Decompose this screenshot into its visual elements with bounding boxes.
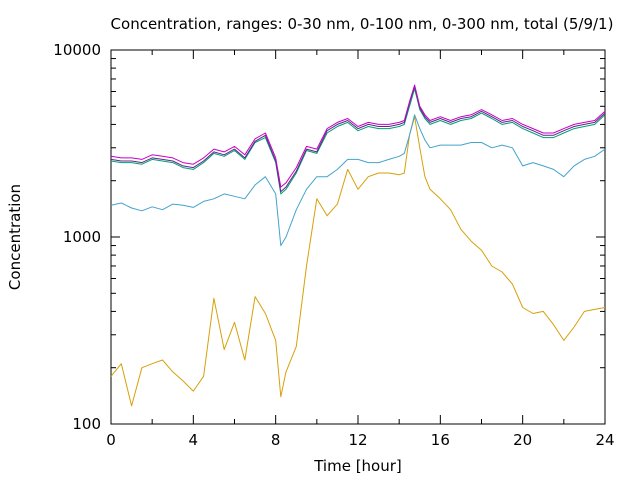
y-tick-label: 1000 [63,228,101,246]
ticks-layer [110,49,606,425]
series-line-1 [110,116,606,407]
x-tick-label: 4 [189,431,199,449]
series-line-5 [110,84,606,188]
plot-frame [110,49,606,425]
series-line-4 [110,85,606,193]
x-axis-label: Time [hour] [313,457,402,475]
y-tick-label: 100 [72,415,101,433]
series-line-2 [110,114,606,247]
series-line-3 [110,88,606,195]
x-tick-label: 8 [271,431,281,449]
x-tick-label: 16 [431,431,450,449]
y-tick-label: 10000 [53,41,101,59]
x-tick-label: 24 [595,431,614,449]
x-tick-label: 0 [106,431,116,449]
series-layer [110,84,606,407]
x-tick-label: 20 [513,431,532,449]
tick-labels-layer: 0 4 8 12 16 20 24 100 1000 10000 [53,41,614,449]
y-axis-label: Concentration [6,184,24,290]
x-tick-label: 12 [348,431,367,449]
chart-title: Concentration, ranges: 0-30 nm, 0-100 nm… [111,15,614,33]
